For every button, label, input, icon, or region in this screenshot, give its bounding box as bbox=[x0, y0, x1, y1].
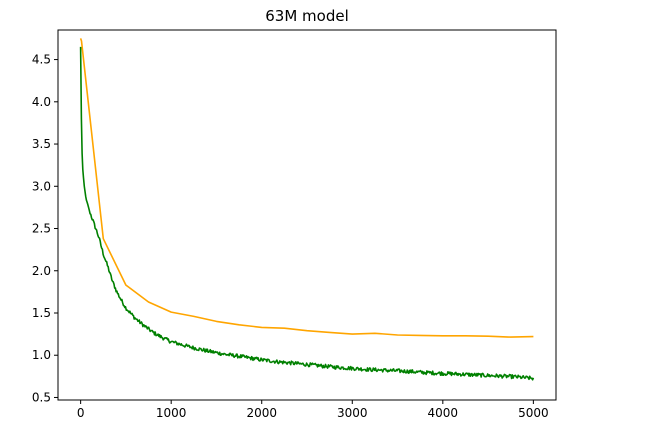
plot-frame bbox=[57, 29, 557, 401]
y-tick-label: 0.5 bbox=[32, 390, 51, 404]
y-tick-label: 1.5 bbox=[32, 306, 51, 320]
chart-title: 63M model bbox=[265, 7, 349, 25]
x-tick-label: 0 bbox=[77, 406, 85, 420]
y-tick-label: 4.5 bbox=[32, 53, 51, 67]
x-axis: 0 1000 2000 3000 4000 5000 bbox=[77, 400, 549, 420]
x-tick-label: 3000 bbox=[337, 406, 368, 420]
y-tick-label: 3.5 bbox=[32, 137, 51, 151]
y-tick-label: 4.0 bbox=[32, 95, 51, 109]
y-tick-label: 3.0 bbox=[32, 179, 51, 193]
y-tick-label: 2.0 bbox=[32, 264, 51, 278]
y-tick-label: 2.5 bbox=[32, 222, 51, 236]
series-line-orange bbox=[79, 38, 534, 338]
series-layer bbox=[79, 38, 535, 381]
x-tick-label: 1000 bbox=[156, 406, 187, 420]
x-tick-label: 4000 bbox=[428, 406, 459, 420]
series-line-green bbox=[79, 46, 535, 381]
y-axis: 0.5 1.0 1.5 2.0 2.5 3.0 3.5 4.0 4.5 bbox=[32, 53, 58, 404]
x-tick-label: 5000 bbox=[518, 406, 549, 420]
y-tick-label: 1.0 bbox=[32, 348, 51, 362]
x-tick-label: 2000 bbox=[246, 406, 277, 420]
